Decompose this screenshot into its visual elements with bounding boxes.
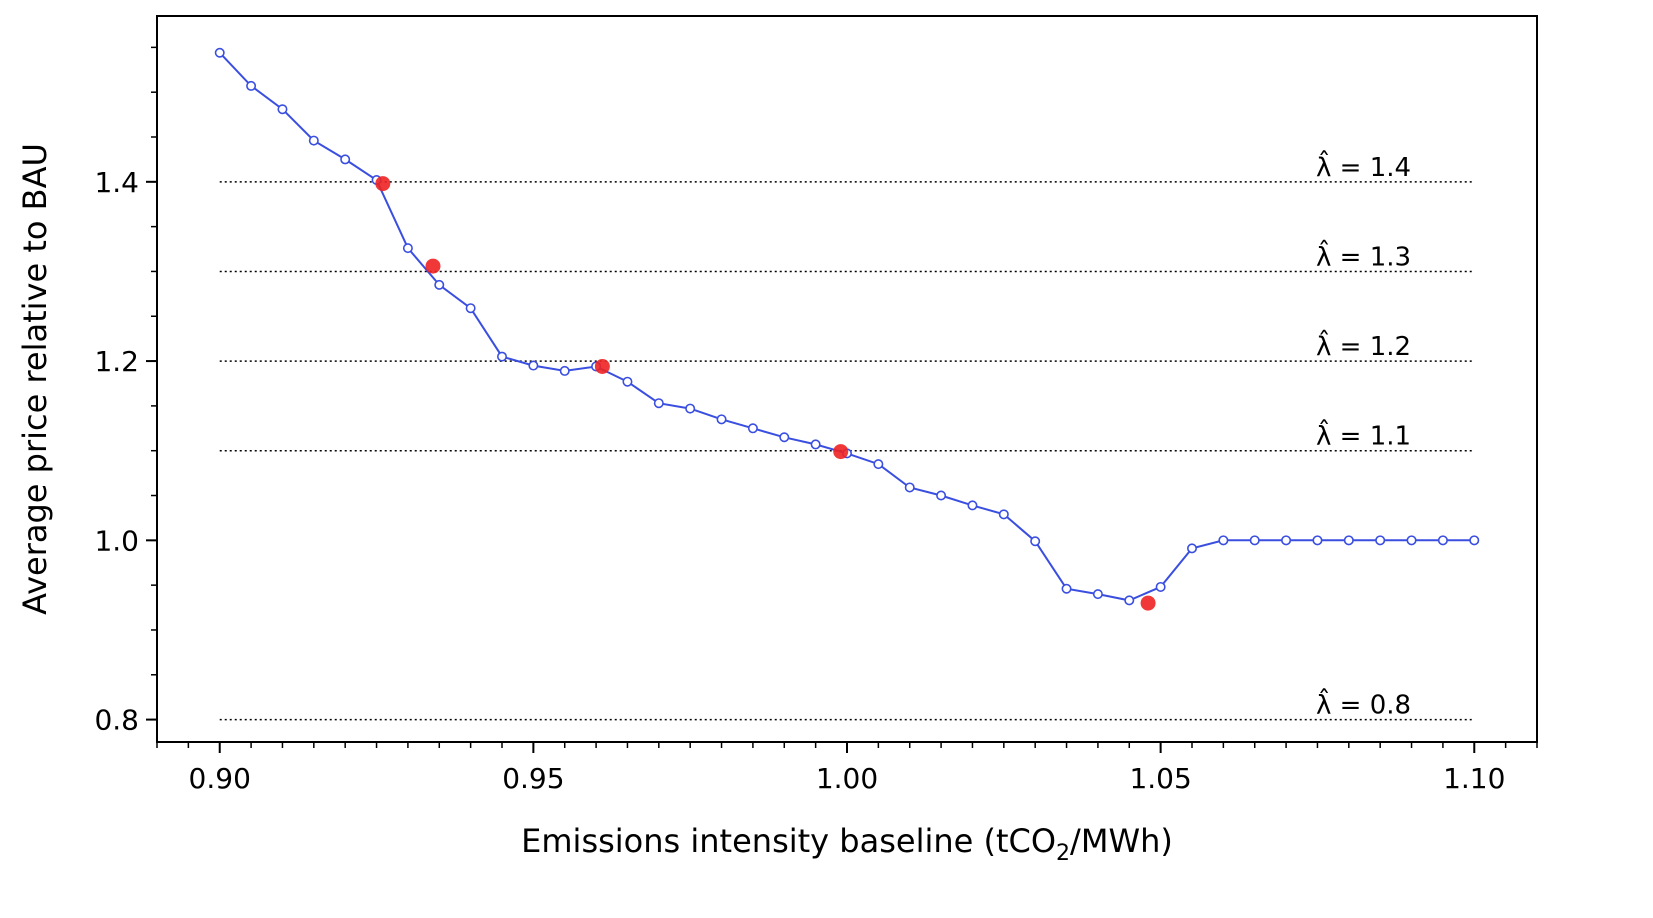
- data-point: [1375, 535, 1386, 546]
- reference-lines: [219, 181, 1475, 721]
- data-point: [1437, 535, 1448, 546]
- data-point: [1469, 535, 1480, 546]
- data-point: [246, 80, 257, 91]
- data-point: [308, 135, 319, 146]
- x-tick-label: 1.10: [1443, 762, 1505, 795]
- data-point: [465, 303, 476, 314]
- data-point: [434, 279, 445, 290]
- data-point: [1343, 535, 1354, 546]
- data-point: [1092, 589, 1103, 600]
- data-point: [747, 423, 758, 434]
- data-point: [214, 47, 225, 58]
- highlight-point: [425, 258, 441, 274]
- y-tick-label: 1.0: [94, 524, 139, 557]
- data-point: [967, 500, 978, 511]
- data-point: [936, 490, 947, 501]
- x-tick-label: 0.95: [502, 762, 564, 795]
- data-point: [779, 432, 790, 443]
- highlight-point: [1140, 595, 1156, 611]
- data-point: [685, 403, 696, 414]
- x-tick-label: 1.00: [816, 762, 878, 795]
- reference-label: λ̂ = 1.4: [1316, 149, 1411, 183]
- data-point: [402, 243, 413, 254]
- reference-label: λ̂ = 1.2: [1316, 328, 1411, 362]
- y-tick-label: 1.4: [94, 166, 139, 199]
- data-point: [277, 104, 288, 115]
- y-axis-label: Average price relative to BAU: [16, 143, 54, 615]
- y-axis: 0.8 1.0 1.2 1.4: [94, 46, 157, 737]
- data-point: [1406, 535, 1417, 546]
- y-tick-label: 1.2: [94, 345, 139, 378]
- data-point: [1124, 595, 1135, 606]
- data-point: [340, 154, 351, 165]
- reference-label: λ̂ = 0.8: [1316, 687, 1411, 721]
- data-point: [873, 459, 884, 470]
- x-tick-label: 1.05: [1129, 762, 1191, 795]
- reference-labels: λ̂ = 1.4 λ̂ = 1.3 λ̂ = 1.2 λ̂ = 1.1 λ̂ = 0.8: [1316, 149, 1411, 721]
- data-point: [1061, 583, 1072, 594]
- data-point: [496, 351, 507, 362]
- data-point: [1249, 535, 1260, 546]
- data-point: [998, 509, 1009, 520]
- data-point: [1218, 535, 1229, 546]
- data-point: [559, 365, 570, 376]
- highlight-point: [833, 444, 849, 460]
- data-point: [1187, 543, 1198, 554]
- reference-label: λ̂ = 1.1: [1316, 418, 1411, 452]
- data-point: [716, 414, 727, 425]
- data-point: [622, 376, 633, 387]
- y-tick-label: 0.8: [94, 704, 139, 737]
- reference-label: λ̂ = 1.3: [1316, 239, 1411, 273]
- series-group: [214, 47, 1480, 611]
- x-axis: 0.90 0.95 1.00 1.05 1.10: [156, 742, 1538, 795]
- data-point: [1281, 535, 1292, 546]
- data-point: [1155, 581, 1166, 592]
- data-point: [653, 398, 664, 409]
- data-point: [528, 360, 539, 371]
- x-axis-label: Emissions intensity baseline (tCO2/MWh): [521, 822, 1173, 866]
- highlight-point: [375, 176, 391, 192]
- x-tick-label: 0.90: [189, 762, 251, 795]
- data-point: [1312, 535, 1323, 546]
- data-point: [1030, 536, 1041, 547]
- data-point: [810, 439, 821, 450]
- highlight-point: [594, 358, 610, 374]
- data-point: [904, 482, 915, 493]
